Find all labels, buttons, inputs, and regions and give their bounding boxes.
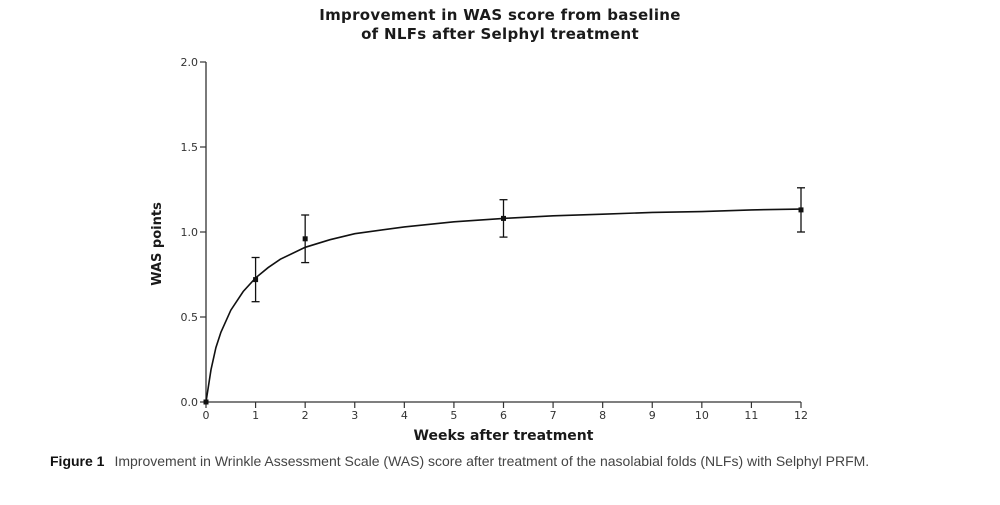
x-tick-label: 2	[302, 409, 309, 422]
x-tick-label: 6	[500, 409, 507, 422]
y-axis-label: WAS points	[150, 202, 165, 286]
y-tick-label: 1.5	[181, 141, 199, 154]
y-tick-label: 2.0	[181, 56, 199, 69]
fit-curve-line	[205, 208, 802, 403]
data-point	[501, 215, 506, 221]
y-tick-label: 0.0	[181, 396, 199, 409]
data-point	[203, 399, 209, 405]
x-tick-label: 0	[203, 409, 210, 422]
x-tick-label: 7	[550, 409, 557, 422]
x-tick-label: 4	[401, 409, 408, 422]
chart-title-line-2: of NLFs after Selphyl treatment	[361, 25, 639, 43]
x-tick-label: 12	[794, 409, 808, 422]
y-tick-label: 1.0	[181, 226, 199, 239]
y-tick-label: 0.5	[181, 311, 199, 324]
data-point	[253, 277, 259, 283]
x-axis-label: Weeks after treatment	[414, 428, 594, 444]
figure-caption-text: Improvement in Wrinkle Assessment Scale …	[114, 453, 870, 469]
chart-title-line-1: Improvement in WAS score from baseline	[319, 6, 681, 24]
x-tick-label: 5	[450, 409, 457, 422]
x-tick-label: 10	[695, 409, 709, 422]
data-point	[798, 207, 804, 213]
chart-title: Improvement in WAS score from baseline o…	[150, 6, 850, 44]
figure-caption-label: Figure 1	[50, 453, 105, 469]
figure-caption: Figure 1 Improvement in Wrinkle Assessmen…	[50, 452, 950, 470]
x-tick-label: 9	[649, 409, 656, 422]
x-tick-label: 11	[744, 409, 758, 422]
x-tick-label: 3	[351, 409, 358, 422]
x-tick-label: 1	[252, 409, 259, 422]
x-tick-label: 8	[599, 409, 606, 422]
data-point	[302, 236, 308, 242]
